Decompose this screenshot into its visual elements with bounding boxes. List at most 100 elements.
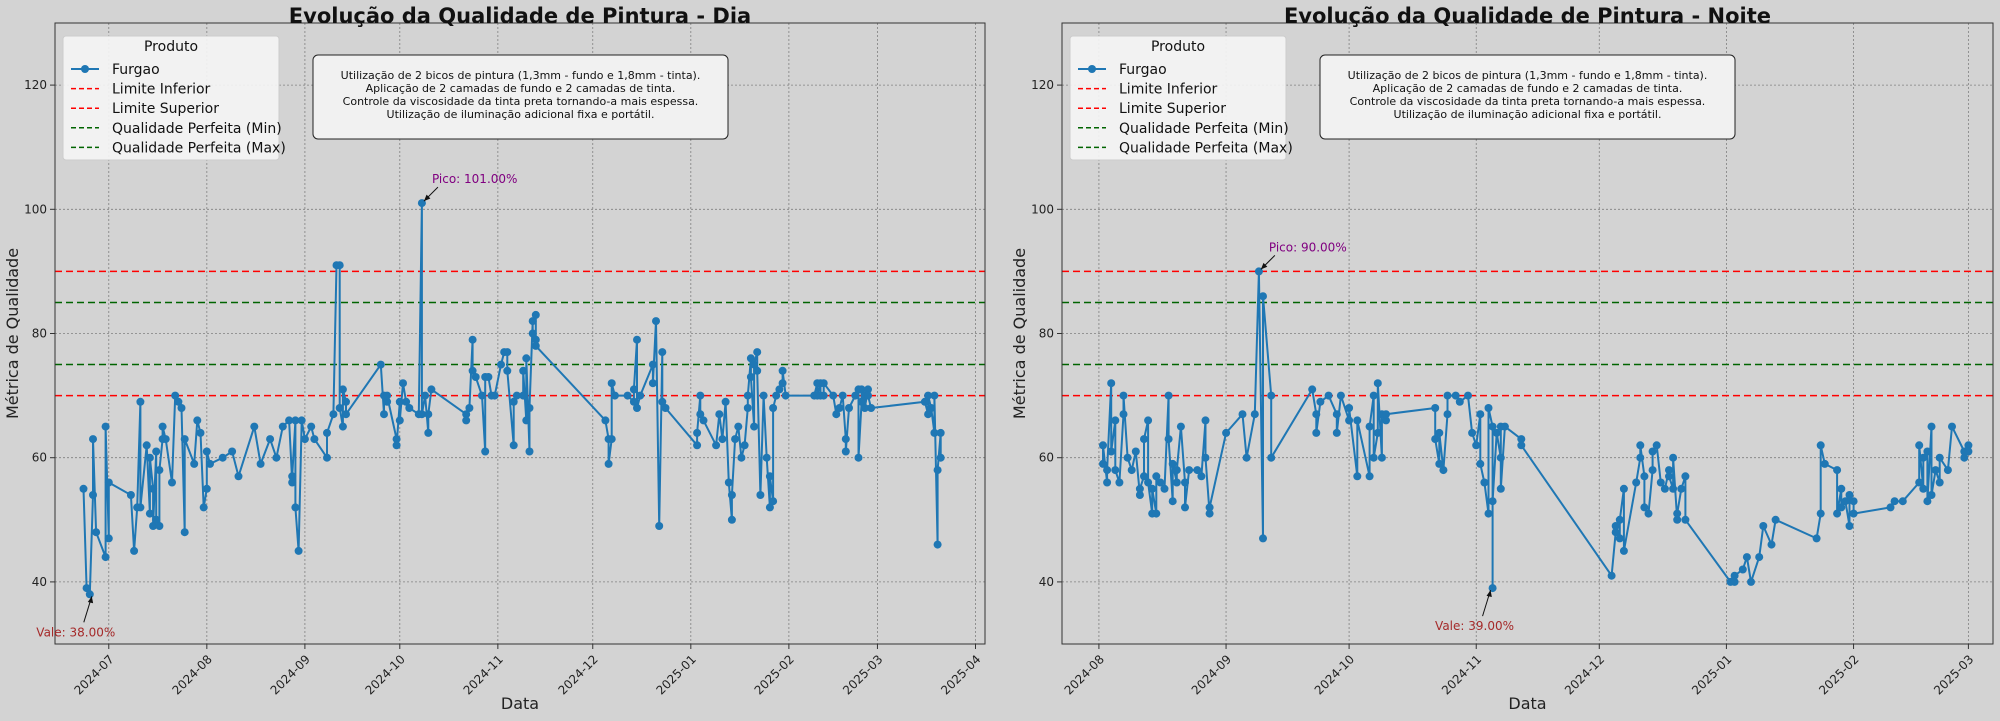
data-point xyxy=(291,416,300,425)
x-tick-label: 2025-02 xyxy=(1816,652,1861,697)
data-point xyxy=(696,391,705,400)
legend-entry-label: Furgao xyxy=(112,62,160,78)
data-point xyxy=(149,484,158,493)
data-point xyxy=(522,416,531,425)
data-point xyxy=(1312,410,1321,419)
data-point xyxy=(174,397,183,406)
data-point xyxy=(829,391,838,400)
data-point xyxy=(1673,515,1682,524)
y-axis-label: Métrica de Qualidade xyxy=(3,248,22,419)
annotation-label: Pico: 101.00% xyxy=(432,172,518,186)
data-point xyxy=(1833,509,1842,518)
data-point xyxy=(196,428,205,437)
data-point xyxy=(924,410,933,419)
data-point xyxy=(1636,453,1645,462)
data-point xyxy=(652,317,660,326)
data-point xyxy=(1833,466,1842,475)
data-point xyxy=(1767,540,1776,549)
data-point xyxy=(1431,404,1440,412)
data-point xyxy=(750,360,759,369)
data-point xyxy=(104,534,113,543)
chart-title: Evolução da Qualidade de Pintura - Noite xyxy=(1284,4,1771,28)
data-point xyxy=(1837,503,1846,512)
data-point xyxy=(130,546,139,555)
data-point xyxy=(1144,478,1153,487)
legend-entry-label: Limite Inferior xyxy=(1119,82,1218,98)
data-point xyxy=(1681,515,1690,524)
data-point xyxy=(1164,435,1173,444)
x-tick-label: 2024-10 xyxy=(1312,652,1357,697)
data-point xyxy=(1345,416,1354,425)
data-point xyxy=(180,435,189,444)
annotation-label: Pico: 90.00% xyxy=(1269,240,1347,254)
data-point xyxy=(1636,441,1645,450)
note-line: Controle da viscosidade da tinta preta t… xyxy=(343,95,699,108)
data-point xyxy=(177,404,186,412)
legend-entry-label: Qualidade Perfeita (Min) xyxy=(1119,121,1289,137)
data-point xyxy=(142,441,151,450)
data-point xyxy=(1915,478,1924,487)
data-point xyxy=(1841,497,1850,506)
x-tick-label: 2024-12 xyxy=(555,652,600,697)
x-tick-label: 2025-03 xyxy=(840,652,885,697)
data-point xyxy=(1250,410,1259,419)
data-point xyxy=(1619,546,1628,555)
data-point xyxy=(335,261,344,270)
data-point xyxy=(291,503,300,512)
data-point xyxy=(1476,459,1485,468)
data-point xyxy=(864,385,872,394)
data-point xyxy=(1923,497,1932,506)
data-point xyxy=(693,441,702,450)
data-point xyxy=(1148,484,1157,493)
data-point xyxy=(288,472,297,481)
data-point xyxy=(1747,577,1755,586)
valley-annotation: Vale: 38.00% xyxy=(36,596,115,639)
x-tick-label: 2024-12 xyxy=(1562,652,1607,697)
legend: Produto Furgao Limite Inferior Limite Super… xyxy=(62,35,286,161)
data-point xyxy=(1669,453,1678,462)
note-line: Utilização de 2 bicos de pintura (1,3mm … xyxy=(1348,69,1708,82)
data-point xyxy=(1369,453,1378,462)
chart-panel-1: 40 60 80 100 120 2024-07 2024-08 2024-09 2024-10… xyxy=(3,4,986,713)
data-point xyxy=(765,472,774,481)
data-point xyxy=(1312,428,1321,437)
data-point xyxy=(1677,484,1686,493)
data-point xyxy=(1353,472,1362,481)
note-line: Utilização de iluminação adicional fixa … xyxy=(387,108,655,121)
data-point xyxy=(1673,509,1682,518)
data-point xyxy=(171,391,180,400)
data-point xyxy=(607,435,616,444)
legend-entry-label: Qualidade Perfeita (Max) xyxy=(112,140,286,156)
data-point xyxy=(1135,491,1144,499)
data-point xyxy=(841,447,850,456)
data-point xyxy=(152,447,161,456)
annotation-arrowhead xyxy=(423,194,431,202)
data-point xyxy=(762,453,771,462)
data-point xyxy=(424,410,433,419)
data-point xyxy=(1181,503,1189,512)
data-point xyxy=(1431,435,1440,444)
data-point xyxy=(623,391,632,400)
data-point xyxy=(525,404,534,412)
data-point xyxy=(1927,491,1936,499)
data-point xyxy=(781,391,790,400)
data-point xyxy=(417,199,426,208)
data-point xyxy=(395,416,404,425)
data-point xyxy=(1238,410,1247,419)
data-point xyxy=(715,410,724,419)
data-point xyxy=(503,348,512,357)
data-point xyxy=(1168,497,1177,506)
x-axis-label: Data xyxy=(1508,694,1546,713)
data-point xyxy=(740,441,749,450)
data-point xyxy=(294,546,303,555)
data-point xyxy=(1919,484,1928,493)
data-point xyxy=(497,360,505,369)
data-point xyxy=(478,391,486,400)
data-point xyxy=(531,310,540,319)
data-point xyxy=(392,441,401,450)
x-tick-label: 2025-04 xyxy=(938,652,983,697)
data-point xyxy=(528,317,537,326)
data-point xyxy=(190,459,199,468)
data-point xyxy=(727,515,736,524)
data-point xyxy=(1755,553,1764,562)
